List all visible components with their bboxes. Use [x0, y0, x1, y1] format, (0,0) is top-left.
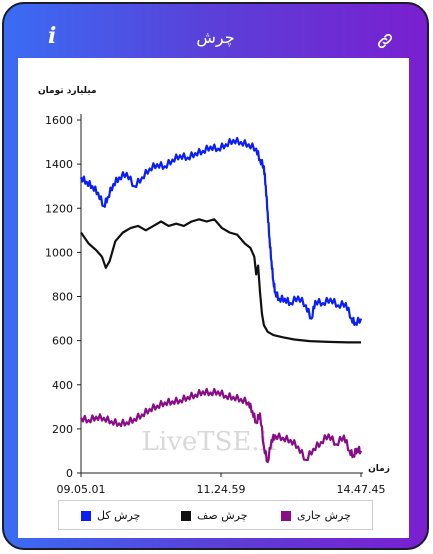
x-axis-label: زمان: [368, 464, 390, 474]
legend: چرش کل چرش صف چرش جاری: [58, 500, 373, 530]
chart-canvas: LiveTSE.ir 0 200 400 600 800 1000 1200 1400 1600 0…: [45, 114, 390, 496]
y-tick-label: 200: [52, 423, 73, 436]
y-tick-label: 1200: [45, 202, 73, 215]
legend-swatch: [281, 511, 291, 521]
series-line-2: [80, 218, 361, 344]
app-window: i چرش میلیارد تومان LiveTSE.ir 0 200 400 600…: [2, 2, 429, 550]
y-tick-label: 1400: [45, 158, 73, 171]
legend-label: چرش صف: [197, 509, 248, 522]
legend-label: چرش کل: [97, 509, 141, 522]
y-tick-label: 400: [52, 379, 73, 392]
page-title: چرش: [196, 28, 235, 47]
legend-swatch: [181, 511, 191, 521]
link-icon[interactable]: [376, 32, 394, 50]
info-icon[interactable]: i: [48, 23, 57, 49]
legend-swatch: [81, 511, 91, 521]
series-line-1: [79, 136, 363, 326]
y-tick-label: 0: [66, 467, 73, 480]
y-tick-label: 800: [52, 291, 73, 304]
x-tick-label: 14.47.45: [337, 483, 386, 496]
header-bar: i چرش: [4, 4, 427, 56]
y-tick-label: 600: [52, 335, 73, 348]
y-tick-label: 1000: [45, 246, 73, 259]
watermark: LiveTSE.ir: [142, 427, 281, 457]
x-tick-label: 09.05.01: [57, 483, 106, 496]
y-axis-label: میلیارد تومان: [38, 86, 97, 96]
legend-label: چرش جاری: [297, 509, 351, 522]
x-tick-label: 11.24.59: [197, 483, 246, 496]
chart-panel: میلیارد تومان LiveTSE.ir 0 200 400 600 800 100…: [18, 58, 409, 538]
series-line-3: [80, 387, 363, 464]
y-tick-label: 1600: [45, 114, 73, 127]
